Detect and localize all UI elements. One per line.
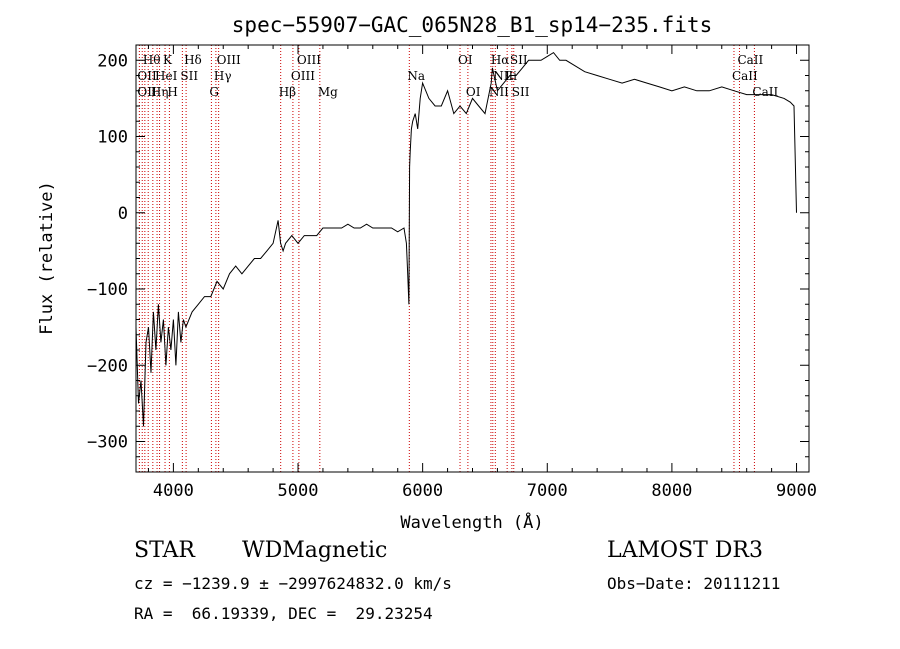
line-label-25: CaII	[737, 53, 763, 67]
flux-series-line	[135, 51, 797, 427]
obs-date: Obs−Date: 20111211	[607, 574, 781, 593]
line-label-9: OIII	[217, 53, 241, 67]
x-tick-label: 7000	[527, 481, 568, 501]
line-label-20: SII	[510, 53, 528, 67]
line-label-18: OI	[466, 85, 481, 99]
spectrum-plot: spec−55907−GAC_065N28_B1_sp14−235.fits 4…	[37, 13, 817, 533]
line-label-11: G	[209, 85, 219, 99]
line-label-23: NII	[489, 85, 509, 99]
y-tick-label: −200	[87, 356, 128, 376]
line-label-17: OI	[458, 53, 473, 67]
redshift-line: cz = −1239.9 ± −2997624832.0 km/s	[134, 574, 452, 593]
line-label-13: OIII	[297, 53, 321, 67]
line-label-27: CaII	[752, 85, 778, 99]
line-label-0: OII	[137, 69, 157, 83]
y-tick-label: 0	[118, 204, 128, 224]
line-label-15: Mg	[318, 85, 338, 99]
line-label-12: Hβ	[279, 85, 296, 99]
plot-frame	[135, 44, 810, 473]
axis-tick-labels: 4000 5000 6000 7000 8000 9000 200 100 0 −100 −200 −…	[87, 51, 817, 501]
x-axis-label: Wavelength (Å)	[400, 511, 543, 533]
x-tick-label: 4000	[153, 481, 194, 501]
line-label-22: Li	[505, 69, 517, 83]
line-label-1: Hθ	[143, 53, 161, 67]
chart-title: spec−55907−GAC_065N28_B1_sp14−235.fits	[232, 13, 712, 37]
line-label-16: Na	[407, 69, 425, 83]
x-tick-label: 5000	[278, 481, 319, 501]
line-label-2: OII	[137, 85, 157, 99]
line-label-21: NII	[493, 69, 513, 83]
line-label-3: Hη	[151, 85, 169, 99]
survey-label: LAMOST DR3	[607, 538, 763, 563]
line-label-14: OIII	[291, 69, 315, 83]
line-label-10: Hγ	[214, 69, 232, 83]
line-label-24: SII	[512, 85, 530, 99]
x-tick-label: 6000	[402, 481, 443, 501]
x-tick-label: 9000	[776, 481, 817, 501]
y-tick-label: −100	[87, 280, 128, 300]
line-label-5: K	[163, 53, 173, 67]
line-label-4: HeI	[155, 69, 178, 83]
y-axis-label: Flux (relative)	[37, 181, 57, 335]
y-tick-label: 200	[97, 51, 128, 71]
y-tick-label: 100	[97, 128, 128, 148]
axis-ticks	[136, 45, 809, 472]
line-label-19: Hα	[491, 53, 510, 67]
subclass-label: WDMagnetic	[242, 538, 388, 563]
emission-line-markers	[138, 45, 755, 472]
x-tick-label: 8000	[651, 481, 692, 501]
line-label-6: H	[167, 85, 177, 99]
line-label-7: SII	[180, 69, 198, 83]
class-label: STAR	[134, 538, 195, 563]
y-tick-label: −300	[87, 433, 128, 453]
line-label-26: CaII	[732, 69, 758, 83]
line-label-8: Hδ	[184, 53, 202, 67]
ra-dec-line: RA = 66.19339, DEC = 29.23254	[134, 604, 433, 623]
